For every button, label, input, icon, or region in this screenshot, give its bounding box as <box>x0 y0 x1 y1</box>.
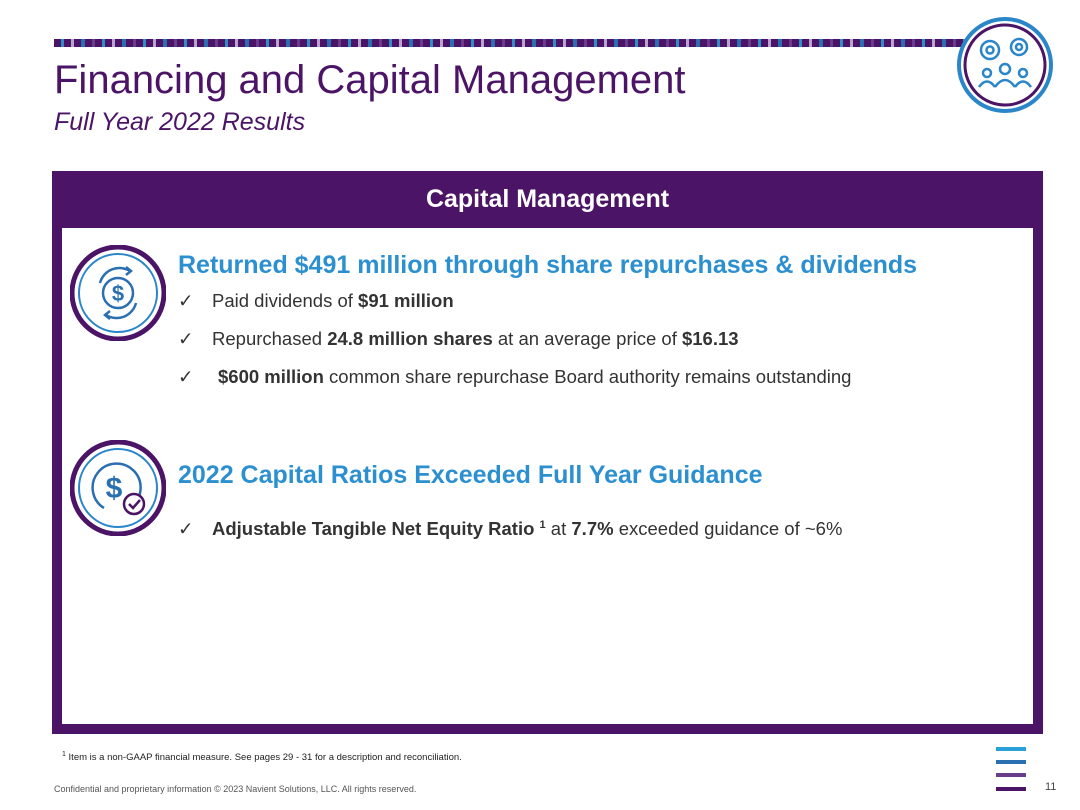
check-icon: ✓ <box>178 290 194 311</box>
page-number: 11 <box>1045 781 1057 793</box>
section-heading-returned: Returned $491 million through share repu… <box>178 251 918 279</box>
footnote: 1 Item is a non-GAAP financial measure. … <box>62 751 462 764</box>
check-icon: ✓ <box>178 366 194 387</box>
panel-content: $ Returned $491 million through share re… <box>62 228 1033 724</box>
copyright-notice: Confidential and proprietary information… <box>54 784 417 794</box>
svg-text:$: $ <box>106 472 123 505</box>
capital-management-panel: Capital Management $ Returned $491 milli… <box>52 171 1043 734</box>
page-subtitle: Full Year 2022 Results <box>54 108 306 136</box>
panel-heading: Capital Management <box>425 185 670 213</box>
bullet-repurchased: ✓ Repurchased 24.8 million shares at an a… <box>178 328 739 349</box>
team-gears-icon <box>957 17 1053 113</box>
dollar-cycle-icon: $ <box>70 245 166 341</box>
bullet-tangible-equity: ✓ Adjustable Tangible Net Equity Ratio 1 … <box>178 518 843 540</box>
bullet-board-authority: ✓ $600 million common share repurchase Bo… <box>178 366 852 387</box>
dollar-check-icon: $ <box>70 440 166 536</box>
section-heading-capital-ratios: 2022 Capital Ratios Exceeded Full Year G… <box>178 461 763 489</box>
brand-bars-icon <box>996 747 1028 793</box>
bullet-dividends: ✓ Paid dividends of $91 million <box>178 290 454 311</box>
top-decorative-bar <box>54 39 972 47</box>
check-icon: ✓ <box>178 328 194 349</box>
page-title: Financing and Capital Management <box>54 58 686 102</box>
check-icon: ✓ <box>178 518 194 540</box>
svg-text:$: $ <box>112 281 124 306</box>
